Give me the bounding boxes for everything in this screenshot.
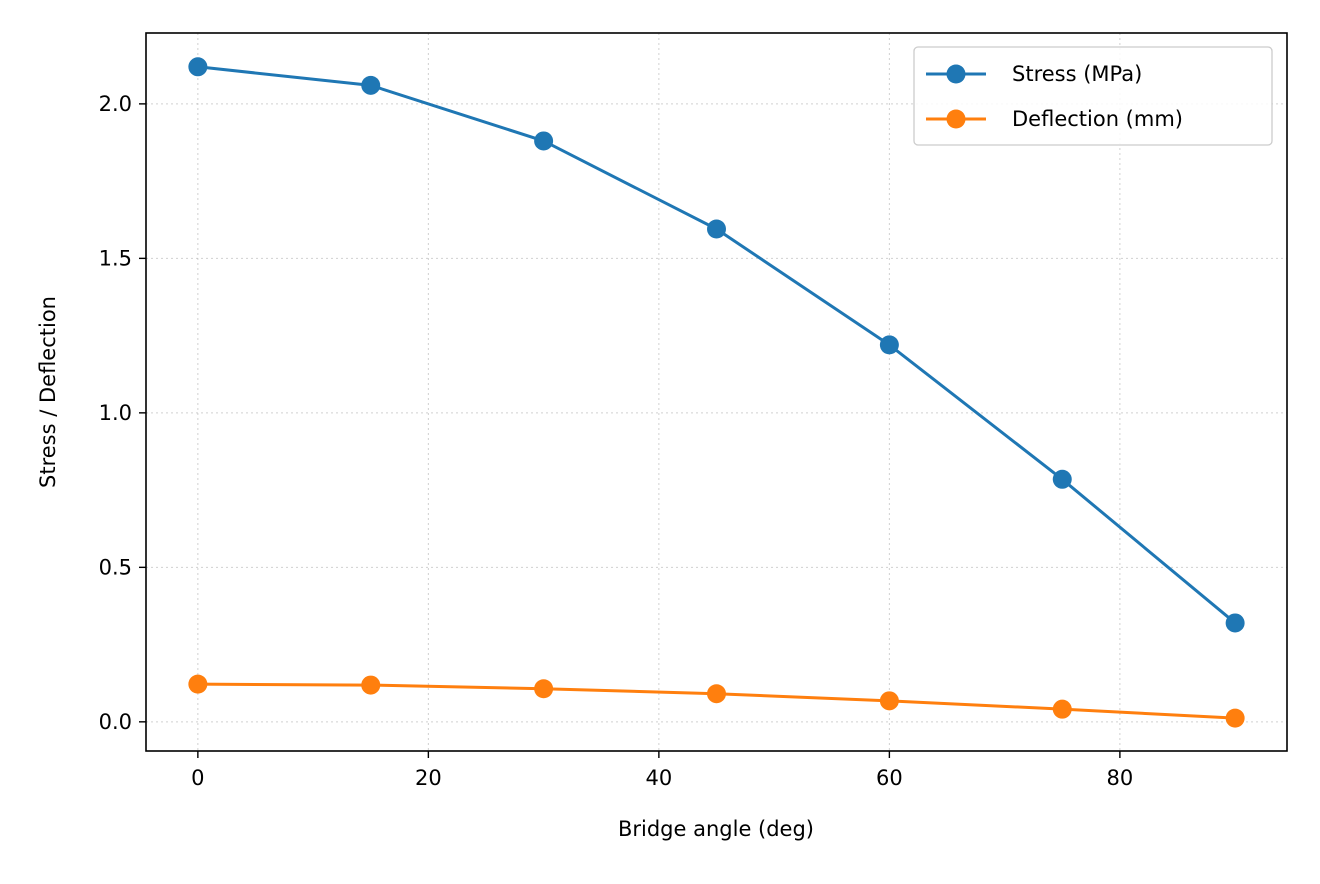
- y-tick-label: 0.5: [99, 555, 132, 579]
- data-point: [1225, 613, 1245, 633]
- x-tick-label: 0: [191, 766, 204, 790]
- series-1: [188, 674, 1245, 728]
- x-axis-title: Bridge angle (deg): [618, 817, 814, 841]
- x-tick-label: 20: [415, 766, 442, 790]
- data-point: [534, 131, 554, 151]
- data-point: [361, 75, 381, 95]
- x-tick-label: 40: [646, 766, 673, 790]
- axis-ticks: 0 20 40 60 80 0.0 0.5 1.0 1.5 2.0: [99, 92, 1134, 790]
- data-point: [879, 335, 899, 355]
- data-point: [188, 57, 208, 77]
- plot-frame: [145, 32, 1288, 752]
- data-point: [707, 684, 726, 704]
- legend-box: [913, 46, 1273, 146]
- data-point: [707, 219, 726, 239]
- data-point: [1225, 708, 1245, 728]
- y-tick-label: 1.0: [99, 401, 132, 425]
- legend-marker: [946, 109, 966, 129]
- x-tick-label: 80: [1107, 766, 1134, 790]
- series-layer: [188, 57, 1245, 728]
- data-point: [1052, 699, 1072, 719]
- series-0: [188, 57, 1245, 633]
- x-tick-label: 60: [876, 766, 903, 790]
- legend-label: Deflection (mm): [1012, 107, 1183, 131]
- legend-label: Stress (MPa): [1012, 62, 1142, 86]
- y-tick-label: 0.0: [99, 710, 132, 734]
- y-tick-label: 2.0: [99, 92, 132, 116]
- legend-marker: [946, 64, 966, 84]
- y-tick-label: 1.5: [99, 246, 132, 270]
- data-point: [534, 679, 554, 699]
- grid: [146, 33, 1287, 751]
- y-axis-title: Stress / Deflection: [36, 296, 60, 488]
- data-point: [1052, 469, 1072, 489]
- data-point: [188, 674, 208, 694]
- data-point: [879, 691, 899, 711]
- data-point: [361, 675, 381, 695]
- series-line: [197, 65, 1237, 625]
- legend: Stress (MPa) Deflection (mm): [913, 46, 1273, 146]
